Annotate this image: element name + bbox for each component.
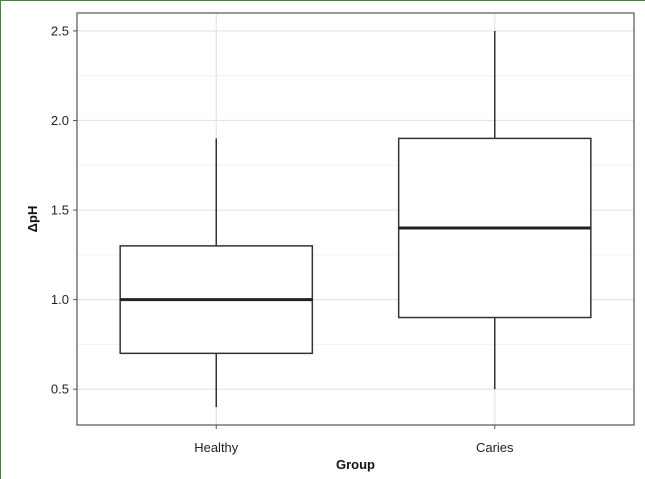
axis-layer: 0.5 1.0 1.5 2.0 2.5 Healthy Caries — [51, 12, 635, 455]
x-tick-label-healthy: Healthy — [194, 440, 239, 455]
y-tick-label: 0.5 — [51, 382, 69, 397]
plot-panel-border — [76, 12, 635, 426]
x-axis-title: Group — [336, 457, 375, 472]
x-tick-label-caries: Caries — [476, 440, 514, 455]
y-axis-title: ΔpH — [25, 206, 40, 233]
box-layer — [119, 30, 592, 408]
y-tick-label: 2.0 — [51, 113, 69, 128]
y-tick-label: 2.5 — [51, 23, 69, 38]
y-tick-label: 1.0 — [51, 292, 69, 307]
y-tick-label: 1.5 — [51, 203, 69, 218]
